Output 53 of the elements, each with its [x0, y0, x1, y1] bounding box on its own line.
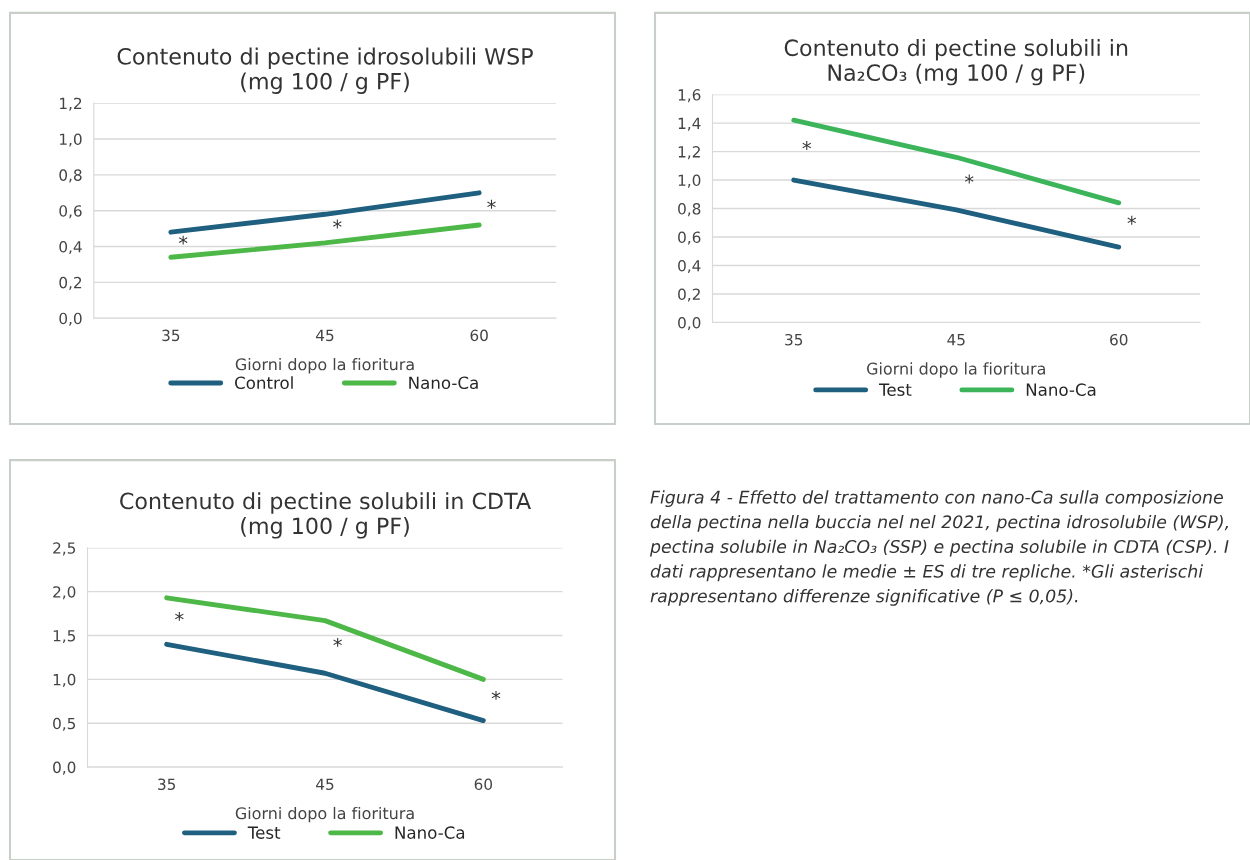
y-tick-label: 1,2: [678, 146, 700, 160]
y-tick-label: 1,2: [60, 97, 82, 111]
annotation: *: [487, 199, 496, 209]
y-tick-label: 0,8: [59, 169, 82, 183]
legend-label: Control: [235, 376, 293, 390]
x-tick-label: 45: [316, 329, 334, 342]
x-tick-label: 60: [470, 329, 488, 342]
y-tick-label: 0,0: [59, 312, 82, 326]
y-tick-label: 0,6: [678, 231, 701, 245]
annotation: *: [333, 637, 342, 647]
annotation: *: [333, 219, 342, 229]
y-tick-label: 0,8: [678, 203, 701, 217]
y-tick-label: 1,0: [60, 133, 82, 147]
y-tick-label: 0,5: [53, 717, 76, 731]
y-tick-label: 1,0: [53, 673, 76, 687]
x-tick-label: 60: [1110, 333, 1128, 346]
chart-title: Contenuto di pectine solubili in CDTA (mg 100 / g PF): [120, 492, 531, 539]
x-tick-label: 35: [785, 333, 803, 346]
y-tick-label: 0,2: [59, 276, 82, 290]
x-axis-title: Giorni dopo la fioritura: [235, 357, 414, 374]
x-tick-label: 35: [162, 329, 180, 342]
y-tick-label: 0,2: [678, 288, 700, 302]
annotation: *: [491, 690, 501, 700]
chart-title: Contenuto di pectine solubili in Na₂CO₃ (mg 100 / g PF): [784, 38, 1128, 86]
y-tick-label: 0,6: [59, 205, 82, 219]
x-tick-label: 60: [474, 778, 493, 791]
y-tick-label: 1,4: [678, 117, 701, 131]
y-tick-label: 0,4: [59, 241, 82, 255]
x-axis-title: Giorni dopo la fioritura: [235, 806, 414, 823]
y-tick-label: 0,0: [678, 316, 701, 331]
y-tick-label: 2,0: [53, 586, 76, 600]
legend-label: Test: [878, 383, 912, 396]
annotation: *: [802, 141, 812, 150]
x-tick-label: 45: [947, 334, 965, 346]
x-tick-label: 45: [316, 778, 334, 791]
y-tick-label: 0,4: [678, 259, 701, 274]
legend-label: Test: [247, 826, 281, 839]
annotation: *: [964, 174, 974, 184]
x-tick-label: 35: [158, 778, 176, 791]
legend-label: Nano-Ca: [409, 376, 478, 390]
chart-title: Contenuto di pectine idrosolubili WSP (mg 100 / g PF): [117, 47, 533, 94]
y-tick-label: 1,0: [678, 174, 701, 188]
annotation: *: [178, 235, 188, 245]
y-tick-label: 2,5: [53, 542, 76, 556]
legend-label: Nano-Ca: [395, 826, 465, 839]
y-tick-label: 0,0: [53, 761, 76, 775]
text: Figura 4 - Effetto del trattamento con nano-Ca sulla composizione della pectina nella buccia nel nel 2021, pectina idrosolubile (WSP), pectina solubile in Na₂CO₃ (SSP) e pectina solubile in CDTA (CSP). I dati rappresentano le medie ± ES di tre repliche. *Gli asterischi rappresentano differenze significative (P ≤ 0,05).: [649, 490, 1229, 606]
y-tick-label: 1,6: [678, 89, 701, 103]
annotation: *: [1127, 215, 1137, 225]
x-axis-title: Giorni dopo la fioritura: [867, 362, 1045, 378]
legend-label: Nano-Ca: [1026, 383, 1096, 396]
annotation: *: [175, 612, 184, 621]
y-tick-label: 1,5: [53, 630, 76, 644]
